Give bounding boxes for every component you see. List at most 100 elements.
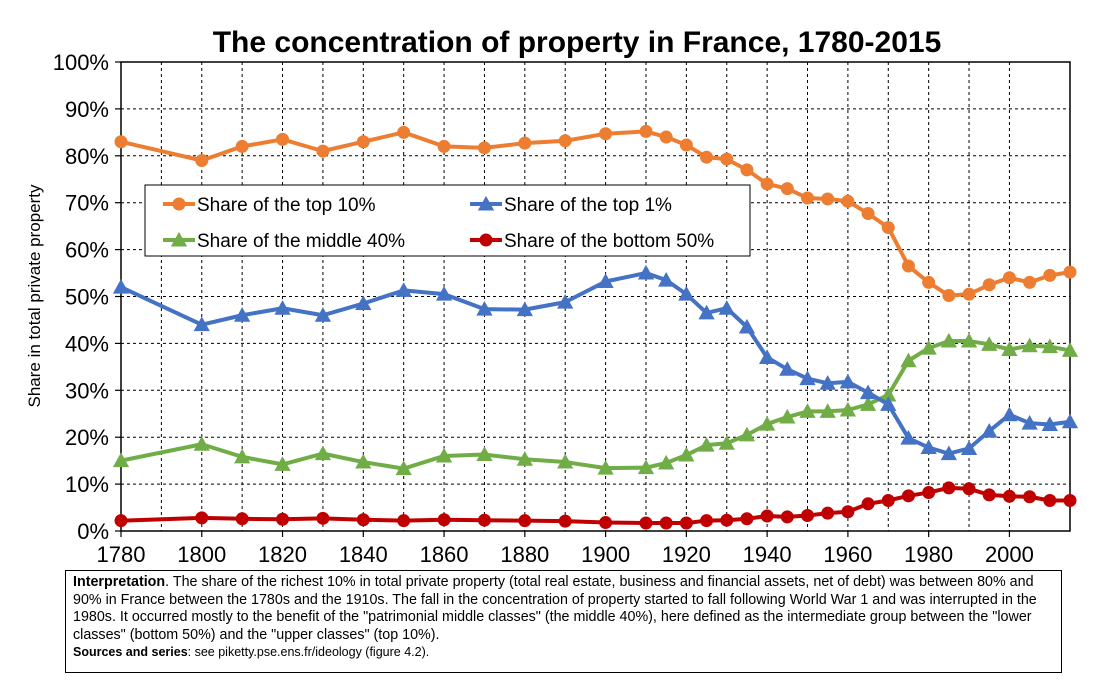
y-tick-label: 50% [65, 285, 109, 310]
data-point [880, 396, 897, 411]
data-point [558, 134, 572, 148]
y-tick-label: 40% [65, 331, 109, 356]
data-point [235, 512, 249, 526]
data-point [698, 304, 715, 320]
data-point [1023, 490, 1037, 504]
data-point [718, 300, 735, 315]
data-point [841, 194, 855, 208]
legend-entry: Share of the bottom 50% [470, 231, 714, 252]
series-line [120, 485, 1070, 526]
data-point [859, 396, 877, 411]
data-point [639, 124, 653, 138]
data-point [679, 516, 693, 530]
data-point [193, 436, 210, 451]
data-point [558, 514, 572, 528]
data-point [597, 273, 614, 288]
data-point [557, 453, 574, 469]
data-point [477, 513, 491, 527]
chart: The concentration of property in France,… [25, 26, 1079, 567]
data-point [720, 152, 734, 166]
data-point [841, 505, 855, 519]
data-point [780, 510, 794, 524]
data-point [801, 191, 815, 205]
data-point [922, 275, 936, 289]
data-point [698, 437, 715, 452]
data-point [819, 403, 836, 418]
data-point [1002, 489, 1016, 503]
data-point [940, 445, 957, 461]
data-point [658, 271, 675, 287]
y-tick-label: 90% [65, 97, 109, 122]
data-point [435, 286, 453, 301]
data-point [195, 511, 209, 525]
data-point [658, 454, 675, 470]
data-point [1041, 338, 1058, 354]
x-tick-label: 1960 [823, 542, 872, 567]
y-tick-label: 20% [65, 425, 109, 450]
data-point [355, 453, 372, 469]
data-point [801, 509, 815, 523]
data-point [881, 221, 895, 235]
series-share-of-the-top-1 [112, 264, 1079, 461]
data-point [861, 497, 875, 511]
data-point [274, 456, 291, 471]
data-point [597, 460, 614, 475]
data-point [901, 489, 915, 503]
data-point [637, 264, 655, 280]
data-point [1021, 337, 1038, 353]
data-point [962, 482, 976, 496]
legend-label: Share of the middle 40% [197, 231, 405, 252]
series-share-of-the-top-10 [114, 124, 1077, 303]
data-point [760, 177, 774, 191]
data-point [235, 139, 249, 153]
data-point [1001, 406, 1018, 422]
data-point [780, 182, 794, 196]
legend-swatch-marker [172, 197, 186, 211]
data-point [740, 512, 754, 526]
data-point [821, 192, 835, 206]
data-point [659, 516, 673, 530]
data-point [639, 516, 653, 530]
data-point [982, 278, 996, 292]
data-point [942, 289, 956, 303]
data-point [1063, 265, 1077, 279]
data-point [679, 138, 693, 152]
data-point [981, 422, 998, 438]
data-point [981, 336, 998, 351]
y-tick-label: 10% [65, 472, 109, 497]
series-line [120, 129, 1071, 298]
legend-entry: Share of the top 1% [470, 195, 672, 216]
data-point [819, 375, 836, 390]
data-point [799, 403, 816, 418]
data-point [659, 130, 673, 144]
data-point [720, 513, 734, 527]
data-point [112, 278, 130, 294]
data-point [839, 373, 857, 389]
data-point [718, 435, 735, 450]
series-line [120, 339, 1071, 471]
data-point [940, 332, 957, 348]
data-point [112, 452, 130, 468]
legend-box [144, 184, 751, 257]
data-point [962, 287, 976, 301]
data-point [821, 506, 835, 520]
data-point [518, 514, 532, 528]
data-point [114, 514, 128, 528]
series-line [120, 271, 1071, 456]
series-layer [112, 124, 1079, 530]
data-point [435, 447, 453, 463]
legend-swatch-marker [477, 195, 495, 211]
legend-entry: Share of the top 10% [163, 195, 376, 216]
data-point [599, 516, 613, 530]
x-tick-label: 1860 [420, 542, 469, 567]
data-point [799, 370, 816, 386]
interpretation-text: . The share of the richest 10% in total … [73, 574, 1037, 643]
data-point [274, 300, 291, 315]
data-point [740, 163, 754, 177]
data-point [1041, 416, 1058, 432]
y-axis-label: Share in total private property [25, 184, 44, 408]
x-tick-label: 1940 [743, 542, 792, 567]
data-point [759, 349, 776, 364]
data-point [476, 446, 493, 462]
y-tick-label: 70% [65, 191, 109, 216]
